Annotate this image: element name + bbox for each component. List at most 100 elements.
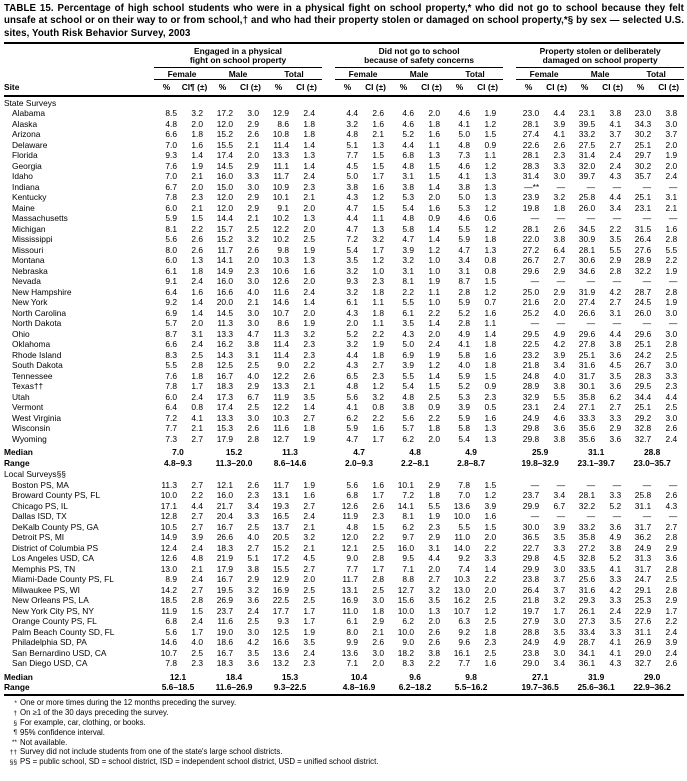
percent-value: 32.2 [578, 500, 596, 511]
ci-value: 2.0 [191, 118, 203, 129]
column-gap [503, 339, 516, 350]
percent-value: 4.7 [458, 244, 471, 255]
column-gap [503, 532, 516, 543]
percent-value: 34.5 [578, 223, 596, 234]
ci-value: 1.9 [428, 276, 441, 287]
ci-value: 2.2 [303, 360, 316, 371]
median-value: 18.4 [225, 671, 243, 682]
column-gap [322, 616, 335, 627]
ci-value: 2.9 [247, 202, 259, 213]
ci-value: 2.4 [665, 626, 678, 637]
percent-value: 21.8 [522, 595, 540, 606]
ci-value: 2.4 [303, 511, 316, 522]
site-name: New York City PS, NY [12, 605, 94, 616]
ci-value: 1.8 [303, 118, 316, 129]
ci-value: 5.5 [665, 244, 678, 255]
ci-value: 1.3 [428, 150, 441, 161]
ci-value: 1.1 [372, 213, 385, 224]
ci-value: 1.5 [428, 160, 441, 171]
percent-value: 7.2 [165, 412, 177, 423]
ci-value: 2.7 [609, 139, 622, 150]
ci-value: — [612, 511, 622, 522]
ci-value: 2.9 [665, 595, 678, 606]
ci-value: 3.7 [609, 129, 622, 140]
table-row: Kentucky 7.8 2.3 12.0 2.9 10.1 2.1 4.3 1.2 5.3 2.0… [4, 192, 684, 203]
percent-value: 22.0 [522, 234, 540, 245]
ci-value: 2.1 [372, 626, 385, 637]
percent-value: 4.8 [165, 118, 177, 129]
ci-value: 3.2 [553, 192, 566, 203]
ci-value: 4.4 [609, 328, 622, 339]
footnote-marker: * [14, 699, 17, 707]
ci-value: — [668, 181, 678, 192]
ci-value: 2.5 [665, 574, 678, 585]
site-name: Dallas ISD, TX [12, 511, 67, 522]
percent-value: 9.8 [277, 244, 289, 255]
percent-value: 12.4 [160, 542, 177, 553]
table-row: San Bernardino USD, CA 10.7 2.5 16.7 3.5 13.6… [4, 648, 684, 659]
percent-value: 27.6 [634, 244, 652, 255]
ci-value: 1.9 [303, 318, 316, 329]
site-name: Delaware [12, 139, 48, 150]
ci-value: 2.6 [247, 423, 259, 434]
subgroup-header: Female [516, 67, 573, 81]
ci-value: 2.4 [191, 276, 203, 287]
ci-value: 2.9 [553, 265, 566, 276]
percent-value: 18.3 [216, 381, 233, 392]
ci-value: 2.6 [553, 223, 566, 234]
percent-value: 13.3 [272, 150, 289, 161]
percent-value: 24.2 [634, 349, 652, 360]
ci-value: 1.8 [428, 490, 441, 501]
subgroup-header: Total [447, 67, 504, 81]
subgroup-header-row: Female Male Total Female Male Total Female Male… [4, 67, 685, 81]
percent-value: 16.1 [453, 647, 471, 658]
percent-value: 31.4 [578, 150, 596, 161]
percent-value: 30.0 [522, 521, 540, 532]
range-value: 23.0–35.7 [633, 457, 671, 468]
percent-value: 13.6 [453, 500, 471, 511]
percent-value: 6.2 [402, 433, 415, 444]
percent-value: 27.9 [522, 616, 540, 627]
ci-value: 2.1 [247, 213, 259, 224]
percent-value: 5.0 [402, 339, 415, 350]
percent-value: 10.0 [453, 511, 471, 522]
percent-value: 29.7 [634, 150, 652, 161]
ci-value: — [612, 318, 622, 329]
column-gap [503, 182, 516, 193]
percent-value: 11.3 [273, 328, 289, 339]
percent-value: 14.1 [216, 255, 233, 266]
ci-value: 2.9 [665, 542, 678, 553]
percent-value: 29.6 [578, 328, 596, 339]
ci-value: 1.5 [428, 171, 441, 182]
table-row: Utah 6.0 2.4 17.3 6.7 11.9 3.5 5.6 3.2 4.8 2.5 5.3 2… [4, 392, 684, 403]
ci-value: 2.1 [303, 542, 316, 553]
ci-value: 0.5 [484, 402, 497, 413]
ci-value: 1.6 [372, 423, 385, 434]
percent-value: 11.7 [217, 244, 233, 255]
percent-value: 17.3 [216, 391, 233, 402]
ci-value: 1.6 [484, 349, 497, 360]
percent-value: 39.5 [578, 118, 596, 129]
ci-label: CI (±) [360, 79, 392, 97]
percent-value: 4.4 [346, 108, 359, 119]
percent-value: 10.9 [272, 181, 289, 192]
percent-value: 5.5 [458, 223, 471, 234]
ci-value: 2.6 [247, 129, 259, 140]
ci-value: 2.7 [191, 521, 203, 532]
percent-value: 10.2 [272, 213, 289, 224]
ci-value: 5.5 [553, 391, 566, 402]
site-name: West Virginia [12, 412, 62, 423]
ci-value: — [612, 479, 622, 490]
ci-value: 1.4 [303, 139, 316, 150]
ci-value: 0.9 [484, 139, 497, 150]
table-row: Rhode Island 8.3 2.5 14.3 3.1 11.4 2.3 4.4 1.8 6.… [4, 350, 684, 361]
column-gap [322, 266, 335, 277]
ci-value: 4.3 [665, 500, 678, 511]
ci-value: 1.4 [428, 370, 441, 381]
percent-value: 30.6 [578, 255, 596, 266]
column-gap [322, 480, 335, 491]
percent-label: % [628, 79, 654, 97]
percent-value: 12.6 [341, 500, 359, 511]
percent-value: 31.9 [578, 286, 596, 297]
group-title-line2: because of safety concerns [364, 55, 474, 66]
